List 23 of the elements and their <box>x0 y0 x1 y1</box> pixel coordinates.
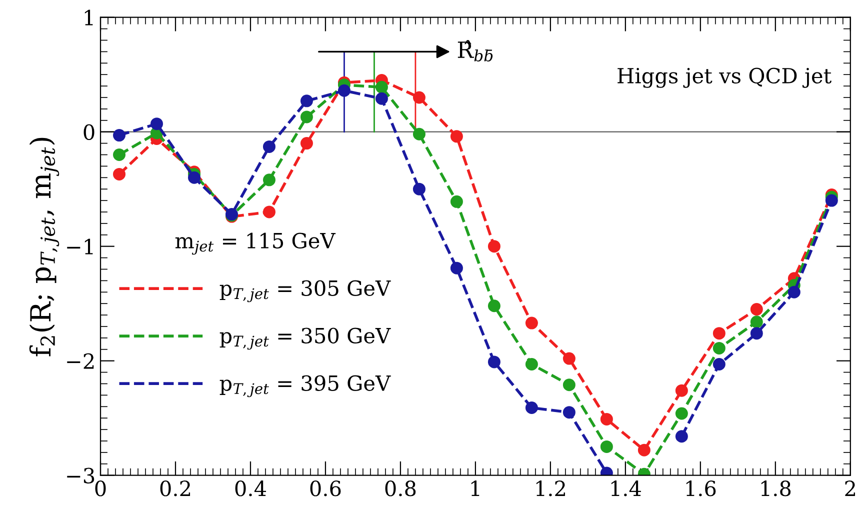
annotation: R̂$_{bb̄}$ <box>458 40 493 62</box>
legend-title: m$_{jet}$ = 115 GeV <box>175 232 336 255</box>
x-tick-label: 1.4 <box>611 480 641 496</box>
legend-label: p$_{T,jet}$ = 305 GeV <box>220 280 391 302</box>
y-tick-label: −2 <box>67 353 94 369</box>
x-tick-label: 1.8 <box>761 480 791 496</box>
x-tick-label: 2 <box>845 480 855 496</box>
x-tick-label: 0.6 <box>310 480 341 496</box>
x-tick-label: 0.2 <box>160 480 190 496</box>
annotation: Higgs jet vs QCD jet <box>618 68 832 88</box>
y-tick-label: −3 <box>67 468 94 484</box>
y-tick-label: −1 <box>67 238 93 254</box>
x-tick-label: 0.8 <box>385 480 416 496</box>
legend-label: p$_{T,jet}$ = 350 GeV <box>220 328 391 350</box>
legend-label: p$_{T,jet}$ = 395 GeV <box>220 375 391 398</box>
x-tick-label: 1 <box>471 480 480 496</box>
y-tick-label: 0 <box>84 124 94 140</box>
x-tick-label: 0.4 <box>235 480 266 496</box>
y-tick-label: 1 <box>84 10 93 26</box>
x-tick-label: 0 <box>95 480 106 496</box>
x-tick-label: 1.6 <box>686 480 716 496</box>
y-axis-title: f$_{2}$(R; p$_{T,jet}$, m$_{jet}$) <box>29 138 60 356</box>
x-tick-label: 1.2 <box>536 480 565 496</box>
